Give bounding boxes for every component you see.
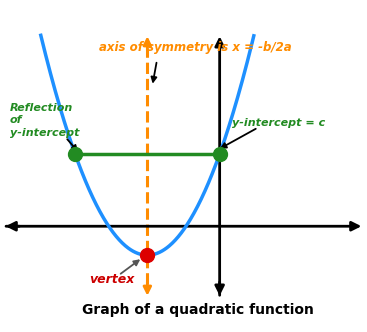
Text: axis of symmetry is x = -b/2a: axis of symmetry is x = -b/2a [99, 41, 292, 54]
Text: Graph of a quadratic function: Graph of a quadratic function [82, 303, 314, 317]
Text: vertex: vertex [90, 273, 135, 286]
Text: y-intercept = c: y-intercept = c [232, 118, 325, 127]
Text: Reflection
of
y-intercept: Reflection of y-intercept [10, 103, 80, 138]
